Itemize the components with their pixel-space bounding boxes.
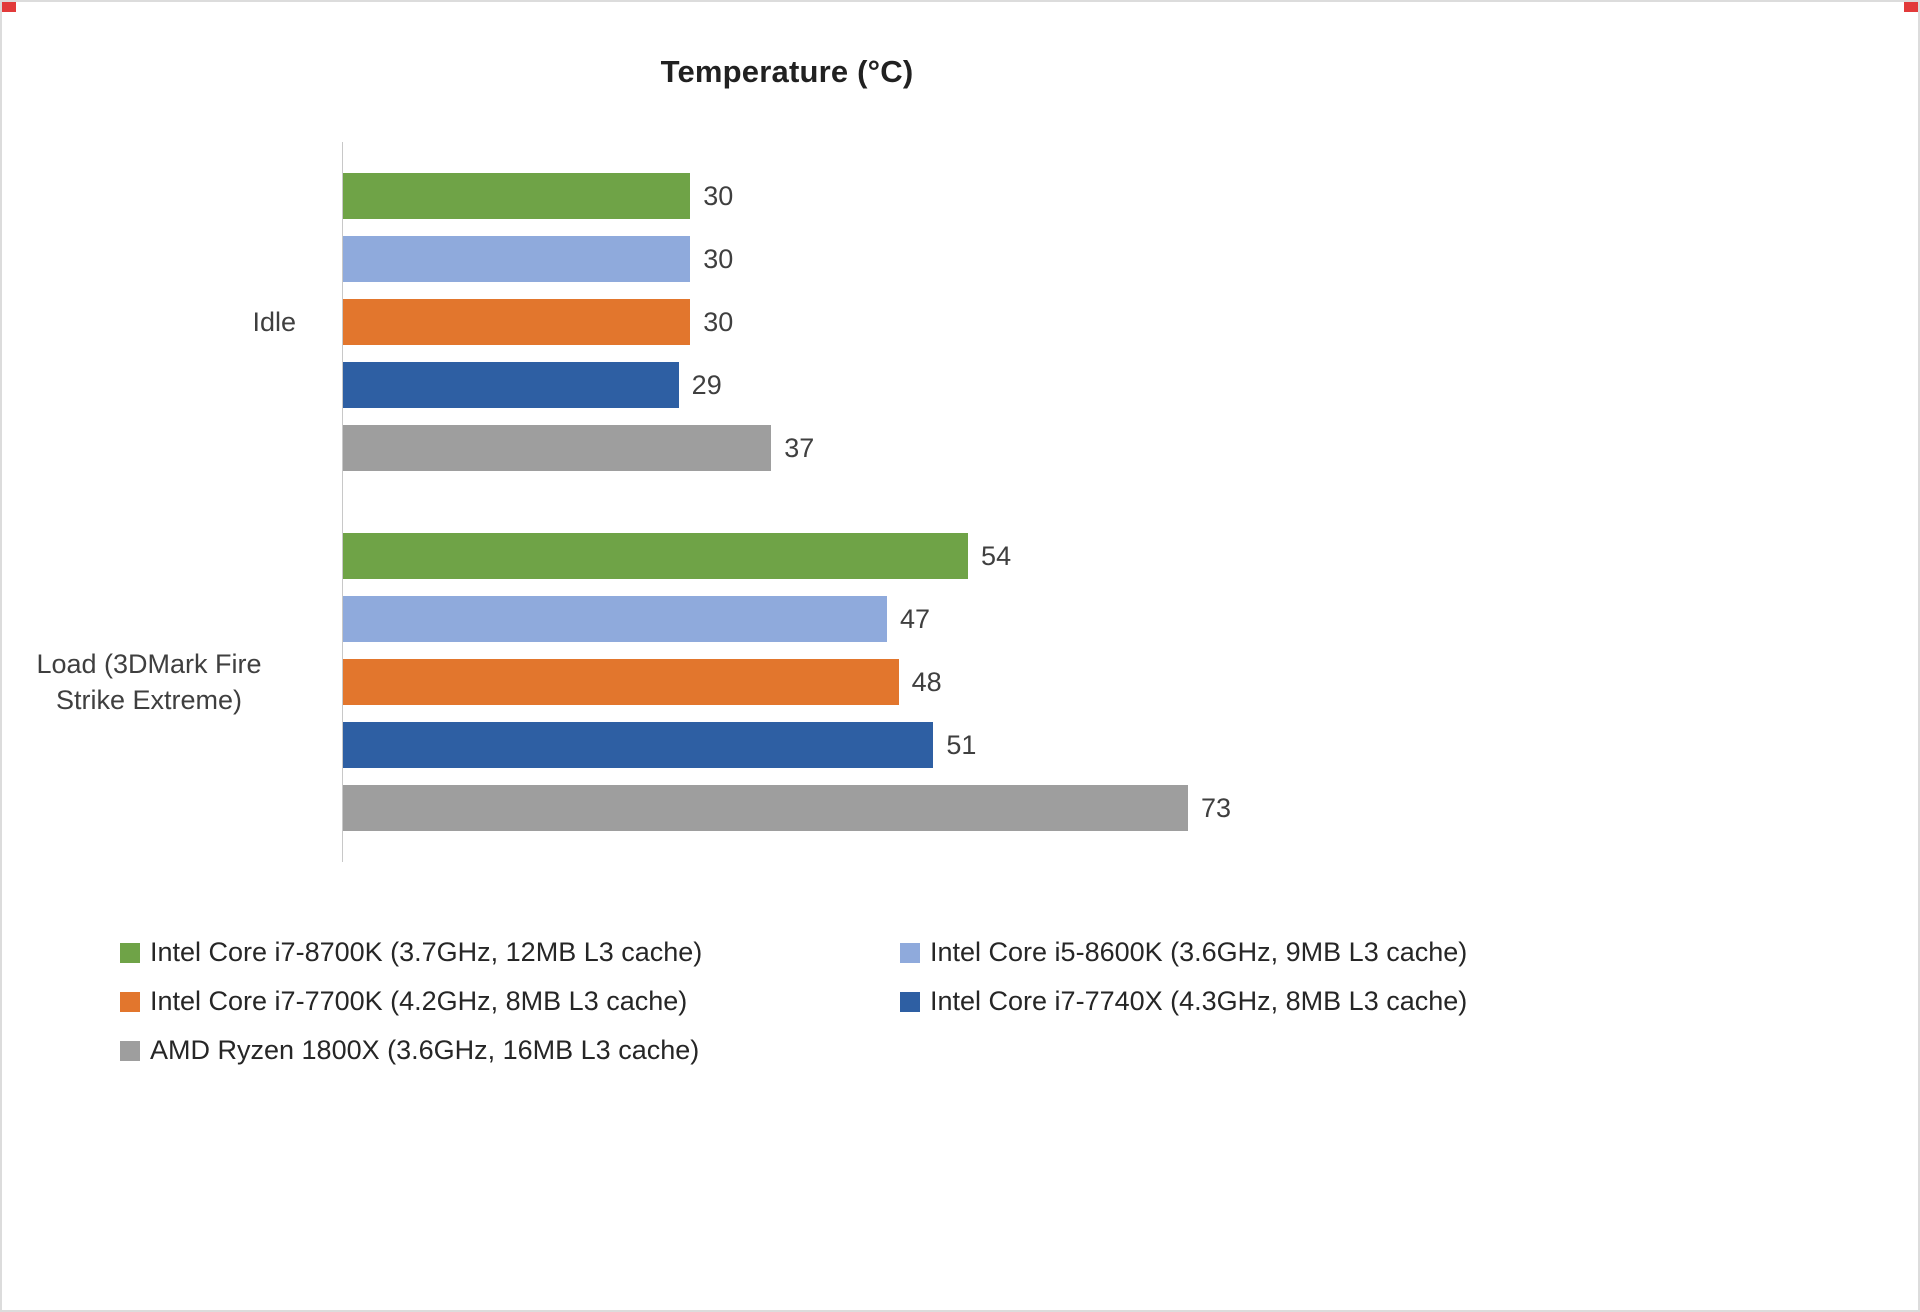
bar-row: 30 [343,299,1269,345]
bar-value-label: 37 [784,432,815,463]
category-label: Idle [252,306,296,337]
bar [343,236,691,282]
bar-row: 51 [343,722,1269,768]
bar [343,299,691,345]
bar-row: 54 [343,533,1269,579]
bar [343,785,1188,831]
category-label: Load (3DMark Fire Strike Extreme) [36,648,262,715]
bar [343,722,934,768]
bar-row: 48 [343,659,1269,705]
plot-area: 30 30 30 29 37 54 47 48 51 73 [342,142,1269,862]
bar [343,533,969,579]
bar-row: 30 [343,236,1269,282]
corner-mark-left [2,2,16,12]
legend-label: AMD Ryzen 1800X (3.6GHz, 16MB L3 cache) [150,1035,700,1065]
legend-label: Intel Core i7-7740X (4.3GHz, 8MB L3 cach… [930,986,1468,1016]
bar-value-label: 54 [981,540,1012,571]
bar [343,596,888,642]
legend-item: Intel Core i7-8700K (3.7GHz, 12MB L3 cac… [120,937,900,968]
bar-row: 37 [343,425,1269,471]
bar-row: 29 [343,362,1269,408]
bar-value-label: 29 [691,369,722,400]
chart-title: Temperature (°C) [660,54,914,89]
legend-item: Intel Core i7-7700K (4.2GHz, 8MB L3 cach… [120,986,900,1017]
legend-label: Intel Core i7-8700K (3.7GHz, 12MB L3 cac… [150,937,703,967]
legend-label: Intel Core i5-8600K (3.6GHz, 9MB L3 cach… [930,937,1468,967]
corner-mark-right [1904,2,1918,12]
bar [343,173,691,219]
legend: Intel Core i7-8700K (3.7GHz, 12MB L3 cac… [120,928,1580,1075]
bar-group: 54 47 48 51 73 [343,502,1269,862]
legend-item: AMD Ryzen 1800X (3.6GHz, 16MB L3 cache) [120,1035,900,1066]
legend-swatch-icon [120,942,140,963]
bar-value-label: 48 [911,666,942,697]
bar-value-label: 30 [703,243,734,274]
legend-swatch-icon [900,942,920,963]
bar-row: 47 [343,596,1269,642]
bar-value-label: 30 [703,180,734,211]
legend-swatch-icon [120,991,140,1012]
bar [343,362,679,408]
legend-item: Intel Core i5-8600K (3.6GHz, 9MB L3 cach… [900,937,1580,968]
bar [343,659,899,705]
bar-row: 73 [343,785,1269,831]
bar-value-label: 30 [703,306,734,337]
bar [343,425,772,471]
legend-swatch-icon [120,1040,140,1061]
legend-swatch-icon [900,991,920,1012]
bar-row: 30 [343,173,1269,219]
legend-item: Intel Core i7-7740X (4.3GHz, 8MB L3 cach… [900,986,1580,1017]
legend-label: Intel Core i7-7700K (4.2GHz, 8MB L3 cach… [150,986,688,1016]
bar-group: 30 30 30 29 37 [343,142,1269,502]
category-labels: Idle Load (3DMark Fire Strike Extreme) [2,142,318,862]
bar-value-label: 73 [1200,792,1232,823]
bar-value-label: 47 [900,603,931,634]
bar-value-label: 51 [946,729,977,760]
